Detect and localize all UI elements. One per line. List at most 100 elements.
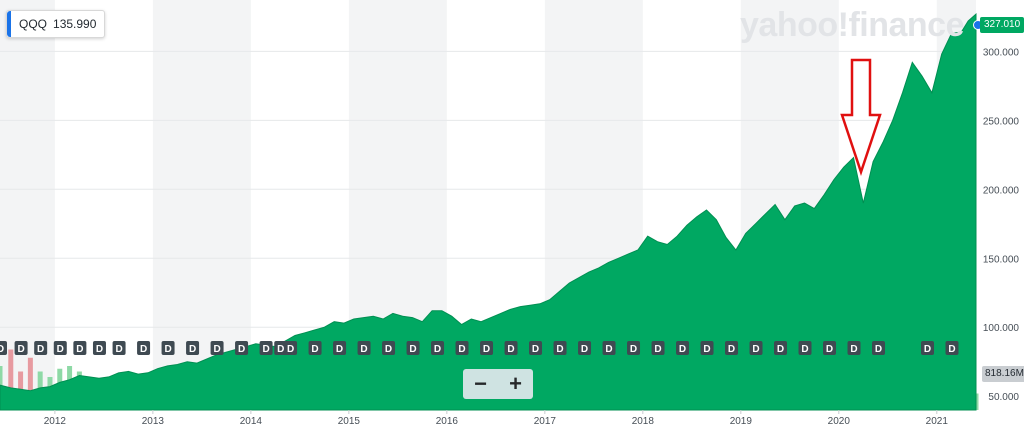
dividend-marker-label: D — [360, 344, 367, 355]
dividend-marker-label: D — [37, 344, 44, 355]
dividend-marker: D — [749, 341, 763, 355]
dividend-marker-box — [14, 341, 28, 355]
zoom-in-button[interactable]: + — [498, 369, 533, 399]
dividend-marker-label: D — [409, 344, 416, 355]
dividend-marker: D — [284, 341, 298, 355]
dividend-marker-label: D — [875, 344, 882, 355]
dividend-marker-box — [872, 341, 886, 355]
dividend-marker-box — [137, 341, 151, 355]
dividend-marker-label: D — [850, 344, 857, 355]
dividend-marker-box — [676, 341, 690, 355]
dividend-marker: D — [333, 341, 347, 355]
dividend-marker-box — [0, 341, 7, 355]
dividend-marker-box — [210, 341, 224, 355]
dividend-marker-label: D — [801, 344, 808, 355]
dividend-marker-box — [112, 341, 126, 355]
dividend-marker-box — [274, 341, 288, 355]
dividend-marker-label: D — [262, 344, 269, 355]
series-color-bar — [7, 11, 11, 37]
dividend-marker-box — [235, 341, 249, 355]
y-axis-labels: 50.000 100.000 150.000 200.000 250.000 300.00… — [983, 47, 1020, 403]
dividend-marker-label: D — [311, 344, 318, 355]
y-tick-label: 150.000 — [983, 254, 1020, 265]
dividend-marker-box — [161, 341, 175, 355]
dividend-marker-box — [34, 341, 48, 355]
x-tick-label: 2021 — [926, 416, 949, 427]
dividend-marker-box — [945, 341, 959, 355]
dividend-marker-label: D — [287, 344, 294, 355]
dividend-marker: D — [53, 341, 67, 355]
dividend-marker-label: D — [483, 344, 490, 355]
x-tick-label: 2015 — [338, 416, 361, 427]
dividend-marker: D — [92, 341, 106, 355]
dividend-marker-label: D — [679, 344, 686, 355]
dividend-marker-label: D — [0, 344, 4, 355]
dividend-marker-box — [725, 341, 739, 355]
volume-bar — [27, 357, 33, 410]
dividend-marker-box — [308, 341, 322, 355]
dividend-marker: D — [700, 341, 714, 355]
dividend-marker-label: D — [826, 344, 833, 355]
dividend-marker: D — [529, 341, 543, 355]
dividend-marker-label: D — [57, 344, 64, 355]
dividend-marker-label: D — [140, 344, 147, 355]
dividend-marker: D — [137, 341, 151, 355]
x-tick-label: 2012 — [44, 416, 67, 427]
dividend-marker-box — [357, 341, 371, 355]
ticker-symbol: QQQ — [19, 17, 48, 31]
dividend-marker-label: D — [556, 344, 563, 355]
zoom-out-button[interactable]: − — [463, 369, 498, 399]
dividend-marker-box — [774, 341, 788, 355]
volume-bar — [8, 349, 14, 410]
dividend-marker-box — [823, 341, 837, 355]
dividend-marker: D — [578, 341, 592, 355]
dividend-marker-box — [749, 341, 763, 355]
dividend-marker-box — [602, 341, 616, 355]
dividend-marker-label: D — [703, 344, 710, 355]
dividend-marker: D — [602, 341, 616, 355]
x-tick-label: 2016 — [436, 416, 459, 427]
dividend-marker: D — [112, 341, 126, 355]
ticker-legend[interactable]: QQQ 135.990 — [6, 10, 106, 38]
dividend-marker-label: D — [96, 344, 103, 355]
dividend-marker-label: D — [532, 344, 539, 355]
dividend-marker-box — [700, 341, 714, 355]
dividend-marker: D — [382, 341, 396, 355]
dividend-marker: D — [73, 341, 87, 355]
x-tick-label: 2020 — [828, 416, 851, 427]
dividend-marker-label: D — [164, 344, 171, 355]
dividend-marker-box — [259, 341, 273, 355]
dividend-marker-box — [480, 341, 494, 355]
dividend-marker: D — [0, 341, 7, 355]
dividend-marker: D — [504, 341, 518, 355]
dividend-marker-box — [578, 341, 592, 355]
dividend-marker-label: D — [434, 344, 441, 355]
dividend-marker: D — [945, 341, 959, 355]
dividend-marker: D — [676, 341, 690, 355]
dividend-marker-box — [431, 341, 445, 355]
dividend-marker: D — [14, 341, 28, 355]
price-area — [0, 12, 977, 411]
dividend-marker-label: D — [581, 344, 588, 355]
dividend-marker: D — [627, 341, 641, 355]
x-tick-label: 2017 — [534, 416, 557, 427]
y-tick-label: 50.000 — [988, 392, 1019, 403]
dividend-marker: D — [921, 341, 935, 355]
x-tick-label: 2013 — [142, 416, 165, 427]
dividend-marker: D — [872, 341, 886, 355]
dividend-marker-box — [382, 341, 396, 355]
ticker-value: 135.990 — [53, 17, 97, 31]
dividend-marker-label: D — [728, 344, 735, 355]
dividend-marker-box — [73, 341, 87, 355]
dividend-marker-box — [455, 341, 469, 355]
y-tick-label: 200.000 — [983, 185, 1020, 196]
dividend-marker: D — [186, 341, 200, 355]
dividend-marker: D — [847, 341, 861, 355]
dividend-marker: D — [725, 341, 739, 355]
dividend-marker-label: D — [777, 344, 784, 355]
dividend-marker: D — [553, 341, 567, 355]
dividend-marker-box — [53, 341, 67, 355]
dividend-marker-box — [921, 341, 935, 355]
dividend-marker-label: D — [385, 344, 392, 355]
